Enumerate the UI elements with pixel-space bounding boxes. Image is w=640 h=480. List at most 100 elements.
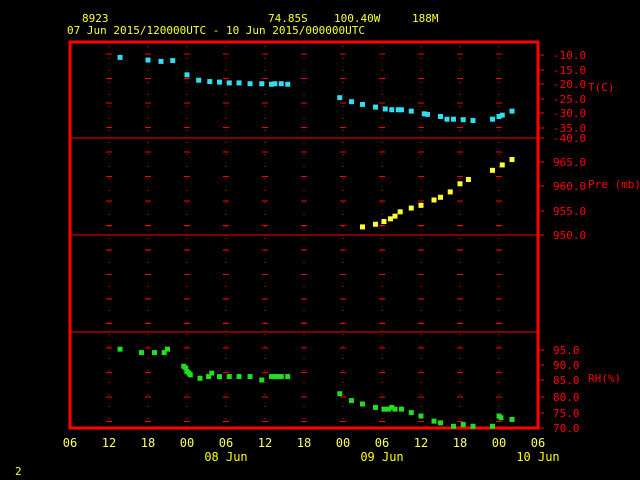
y-tick-label: -15.0 xyxy=(553,64,586,77)
temperature-point xyxy=(145,57,151,63)
humidity-point xyxy=(381,406,387,412)
x-tick-label: 06 xyxy=(219,436,233,450)
temperature-point xyxy=(217,79,222,85)
humidity-point xyxy=(418,413,424,419)
temperature-point xyxy=(170,58,176,64)
temperature-point xyxy=(470,118,476,124)
humidity-point xyxy=(226,374,232,380)
humidity-point xyxy=(408,410,414,416)
x-tick-label: 18 xyxy=(453,436,467,450)
humidity-point xyxy=(217,374,222,380)
humidity-point xyxy=(117,346,123,352)
humidity-point xyxy=(373,404,378,410)
temperature-axis-label: T(C) xyxy=(588,81,615,94)
temperature-point xyxy=(382,106,388,112)
humidity-point xyxy=(209,370,215,376)
y-tick-label: 95.0 xyxy=(553,344,580,357)
pressure-point xyxy=(408,205,414,211)
humidity-point xyxy=(348,398,354,404)
pressure-point xyxy=(360,224,365,230)
x-tick-label: 18 xyxy=(297,436,311,450)
humidity-point xyxy=(272,374,278,380)
temperature-point xyxy=(247,81,253,87)
x-tick-label: 00 xyxy=(336,436,350,450)
pressure-point xyxy=(373,221,378,227)
station-id: 8923 xyxy=(82,12,109,25)
temperature-point xyxy=(444,116,450,122)
x-tick-label: 06 xyxy=(375,436,389,450)
y-tick-label: 960.0 xyxy=(553,180,586,193)
pressure-point xyxy=(397,209,403,215)
x-tick-label: 12 xyxy=(414,436,428,450)
pressure-axis-label: Pre (mb) xyxy=(588,178,640,191)
date-label: 09 Jun xyxy=(360,450,403,464)
temperature-point xyxy=(425,111,430,117)
temperature-point xyxy=(451,116,456,122)
pressure-point xyxy=(438,194,443,200)
pressure-point xyxy=(447,189,453,195)
humidity-point xyxy=(205,374,211,380)
humidity-point xyxy=(392,406,398,412)
pressure-point xyxy=(457,181,463,187)
temperature-point xyxy=(226,80,232,86)
pressure-point xyxy=(418,202,424,208)
humidity-point xyxy=(460,422,466,428)
humidity-point xyxy=(337,391,343,397)
date-label: 10 Jun xyxy=(516,450,559,464)
temperature-point xyxy=(236,80,242,86)
temperature-point xyxy=(499,112,505,118)
humidity-point xyxy=(139,350,144,356)
date-label: 08 Jun xyxy=(204,450,247,464)
y-tick-label: -35.0 xyxy=(553,122,586,135)
humidity-point xyxy=(259,377,265,383)
x-tick-label: 12 xyxy=(102,436,116,450)
humidity-point xyxy=(490,423,495,429)
humidity-point xyxy=(152,350,157,356)
humidity-point xyxy=(470,423,476,429)
temperature-point xyxy=(259,81,265,87)
y-tick-label: 965.0 xyxy=(553,156,586,169)
humidity-point xyxy=(285,374,291,380)
humidity-point xyxy=(187,372,193,378)
y-tick-label: 950.0 xyxy=(553,229,586,242)
temperature-point xyxy=(438,114,443,119)
temperature-point xyxy=(285,81,291,87)
y-tick-label: 75.0 xyxy=(553,407,580,420)
x-tick-label: 06 xyxy=(531,436,545,450)
temperature-point xyxy=(496,114,502,119)
pressure-point xyxy=(387,216,393,222)
humidity-point xyxy=(161,350,167,356)
temperature-point xyxy=(117,54,123,60)
y-tick-label: 90.0 xyxy=(553,359,580,372)
x-tick-label: 06 xyxy=(63,436,77,450)
temperature-point xyxy=(196,77,202,83)
temperature-point xyxy=(269,81,274,87)
humidity-point xyxy=(498,415,504,421)
humidity-point xyxy=(269,374,274,380)
pressure-point xyxy=(509,157,515,163)
latitude: 74.85S xyxy=(268,12,308,25)
temperature-point xyxy=(460,117,466,123)
humidity-point xyxy=(438,420,443,426)
humidity-point xyxy=(183,365,189,371)
x-tick-label: 00 xyxy=(492,436,506,450)
temperature-point xyxy=(373,104,378,110)
temperature-point xyxy=(360,101,365,107)
temperature-point xyxy=(395,107,401,113)
temperature-point xyxy=(158,58,164,64)
pressure-point xyxy=(499,162,505,168)
humidity-axis-label: RH(%) xyxy=(588,372,621,385)
temperature-point xyxy=(490,116,495,122)
x-tick-label: 12 xyxy=(258,436,272,450)
pressure-point xyxy=(431,197,437,203)
humidity-point xyxy=(451,423,456,429)
humidity-point xyxy=(275,374,281,380)
y-tick-label: 70.0 xyxy=(553,422,580,435)
humidity-point xyxy=(509,416,515,422)
temperature-point xyxy=(399,107,404,113)
temperature-point xyxy=(278,81,284,87)
pressure-point xyxy=(381,219,387,225)
temperature-point xyxy=(207,79,213,85)
elevation: 188M xyxy=(412,12,439,25)
